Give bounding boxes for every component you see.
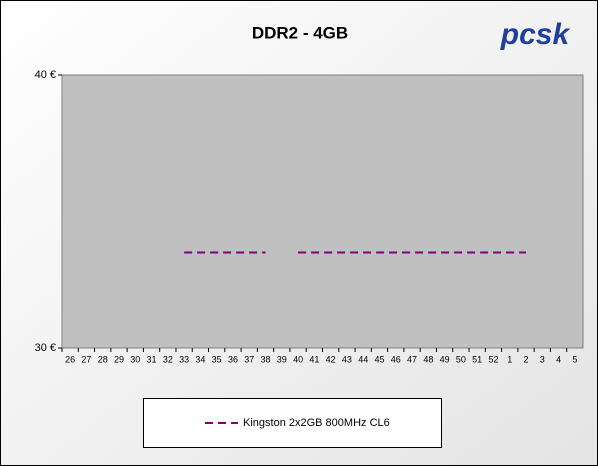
x-tick-label: 35: [212, 354, 222, 364]
plot-area: [61, 74, 584, 349]
x-tick-label: 45: [374, 354, 384, 364]
x-tick-label: 38: [261, 354, 271, 364]
x-tick-label: 42: [326, 354, 336, 364]
x-tick-label: 44: [358, 354, 368, 364]
x-tick-label: 50: [456, 354, 466, 364]
x-tick-label: 33: [179, 354, 189, 364]
x-tick-label: 40: [293, 354, 303, 364]
x-tick-label: 39: [277, 354, 287, 364]
x-tick-label: 26: [65, 354, 75, 364]
x-tick-label: 36: [228, 354, 238, 364]
legend-label: Kingston 2x2GB 800MHz CL6: [243, 417, 390, 429]
x-tick-label: 52: [488, 354, 498, 364]
x-tick-label: 27: [81, 354, 91, 364]
chart-title: DDR2 - 4GB: [252, 23, 348, 42]
x-tick-label: 1: [507, 354, 512, 364]
x-tick-label: 28: [98, 354, 108, 364]
x-tick-label: 32: [163, 354, 173, 364]
logo: pcsk: [500, 18, 571, 51]
x-tick-label: 31: [147, 354, 157, 364]
x-tick-label: 51: [472, 354, 482, 364]
x-tick-label: 49: [440, 354, 450, 364]
x-tick-label: 46: [391, 354, 401, 364]
x-tick-label: 5: [572, 354, 577, 364]
x-tick-label: 48: [423, 354, 433, 364]
x-tick-label: 2: [524, 354, 529, 364]
x-tick-label: 3: [540, 354, 545, 364]
x-tick-label: 34: [195, 354, 205, 364]
x-tick-label: 29: [114, 354, 124, 364]
x-tick-label: 4: [556, 354, 561, 364]
y-tick-label: 40 €: [35, 69, 56, 81]
x-tick-label: 41: [309, 354, 319, 364]
y-tick-label: 30 €: [35, 342, 56, 354]
legend: [143, 398, 442, 448]
x-tick-label: 47: [407, 354, 417, 364]
x-tick-label: 37: [244, 354, 254, 364]
x-tick-label: 30: [130, 354, 140, 364]
x-tick-label: 43: [342, 354, 352, 364]
